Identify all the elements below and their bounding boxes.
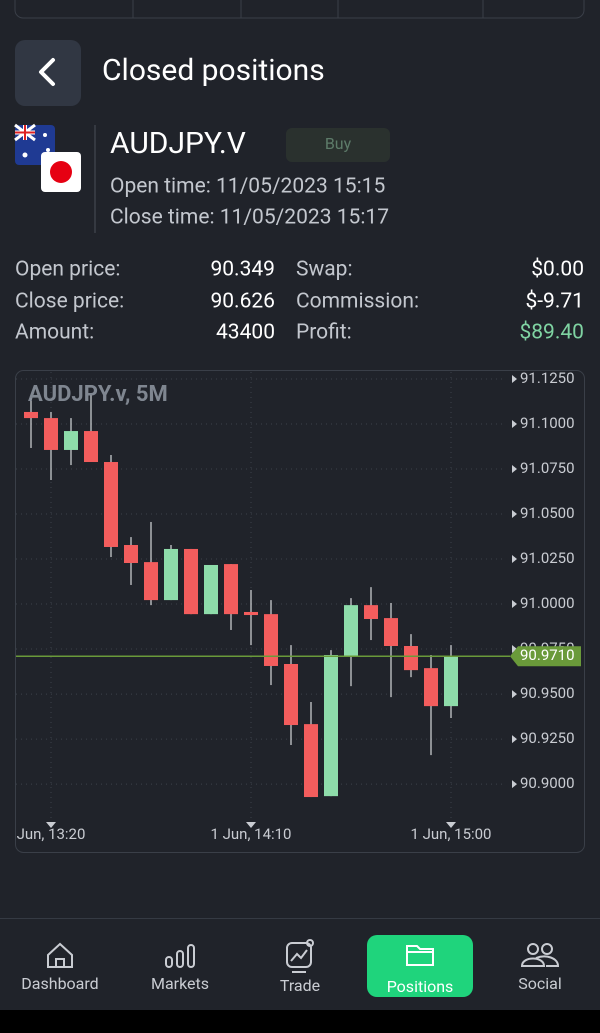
top-table bbox=[14, 0, 585, 19]
x-tick-label: 1 Jun, 14:10 bbox=[210, 825, 291, 843]
y-tick-label: 91.1000 bbox=[520, 414, 575, 432]
y-tick-mark bbox=[512, 420, 517, 429]
y-tick-label: 90.9250 bbox=[520, 729, 575, 747]
candle-body bbox=[24, 411, 38, 419]
stat-label: Close price: bbox=[15, 290, 124, 314]
y-tick-mark bbox=[512, 600, 517, 609]
chart-frame bbox=[15, 370, 585, 853]
stat-label: Commission: bbox=[296, 290, 419, 314]
stat-value: 90.349 bbox=[210, 258, 275, 282]
y-tick-label: 91.0750 bbox=[520, 459, 575, 477]
y-tick-label: 91.0250 bbox=[520, 549, 575, 567]
candle-body bbox=[104, 462, 118, 547]
candle-body bbox=[304, 724, 318, 798]
y-tick-mark bbox=[512, 780, 517, 789]
stat-label: Swap: bbox=[296, 258, 353, 282]
x-tick-label: Jun, 13:20 bbox=[17, 825, 86, 843]
y-tick-mark bbox=[512, 735, 517, 744]
stat-value: $0.00 bbox=[531, 258, 584, 282]
stat-value: 43400 bbox=[216, 321, 275, 345]
stat-label: Amount: bbox=[15, 321, 94, 345]
close-time: Close time: 11/05/2023 15:17 bbox=[110, 206, 389, 230]
icon-social bbox=[520, 943, 560, 967]
icon-trade bbox=[286, 939, 314, 973]
nav-label[interactable]: Trade bbox=[280, 976, 320, 995]
candle-body bbox=[64, 431, 78, 450]
y-tick-mark bbox=[512, 555, 517, 564]
y-tick-label: 91.0000 bbox=[520, 594, 575, 612]
page-title: Closed positions bbox=[102, 53, 325, 88]
candle-body bbox=[124, 545, 138, 564]
last-price-tag bbox=[510, 646, 581, 667]
icon-dashboard bbox=[47, 942, 73, 968]
x-tick-mark bbox=[46, 822, 56, 828]
y-tick-mark bbox=[512, 690, 517, 699]
candle-body bbox=[264, 614, 278, 666]
candle-body bbox=[284, 664, 298, 726]
stat-value: 90.626 bbox=[210, 290, 275, 314]
candle-body bbox=[224, 564, 238, 615]
icon-markets bbox=[165, 944, 195, 968]
y-tick-mark bbox=[512, 465, 517, 474]
back-icon bbox=[39, 58, 55, 86]
system-bar bbox=[0, 1010, 600, 1033]
stats: Open price: 90.349 Close price: 90.626 Amoun… bbox=[15, 258, 584, 345]
icon-positions bbox=[406, 945, 434, 966]
nav-label[interactable]: Markets bbox=[151, 974, 209, 993]
y-tick-mark bbox=[512, 375, 517, 384]
candle-body bbox=[44, 418, 58, 450]
candle-body bbox=[384, 618, 398, 646]
side-badge bbox=[286, 128, 390, 162]
candle-body bbox=[204, 564, 218, 615]
candle-body bbox=[84, 431, 98, 463]
stat-label: Open price: bbox=[15, 258, 120, 282]
candle-body bbox=[404, 645, 418, 671]
flag-jp bbox=[41, 152, 81, 192]
y-tick-label: 90.9000 bbox=[520, 774, 575, 792]
back-button[interactable] bbox=[15, 40, 81, 106]
chart: 91.1250 91.1000 91.0750 91.0500 91.0250 91.00… bbox=[16, 369, 581, 843]
open-time: Open time: 11/05/2023 15:15 bbox=[110, 175, 385, 199]
candle-body bbox=[144, 562, 158, 601]
last-price-label: 90.9710 bbox=[520, 646, 575, 664]
top-table-cells bbox=[132, 0, 484, 18]
stat-label: Profit: bbox=[296, 321, 352, 345]
symbol: AUDJPY.V bbox=[110, 126, 246, 161]
candle-body bbox=[164, 548, 178, 601]
stat-value: $-9.71 bbox=[525, 290, 584, 314]
y-tick-label: 90.9500 bbox=[520, 684, 575, 702]
candle-body bbox=[424, 668, 438, 707]
side-label: Buy bbox=[325, 134, 352, 153]
x-tick-mark bbox=[246, 822, 256, 828]
y-tick-label: 91.1250 bbox=[520, 369, 575, 387]
candle-body bbox=[344, 605, 358, 657]
nav-icons bbox=[47, 939, 560, 973]
nav-label[interactable]: Dashboard bbox=[21, 974, 98, 993]
nav-label[interactable]: Social bbox=[518, 974, 561, 993]
chart-title: AUDJPY.v, 5M bbox=[28, 382, 168, 407]
candle-body bbox=[244, 611, 258, 616]
y-tick-mark bbox=[512, 645, 517, 654]
candle-body bbox=[364, 605, 378, 619]
candle-body bbox=[324, 654, 338, 797]
x-tick-label: 1 Jun, 15:00 bbox=[410, 825, 491, 843]
y-tick-mark bbox=[512, 510, 517, 519]
stat-value: $89.40 bbox=[519, 321, 584, 345]
y-tick-label: 91.0500 bbox=[520, 504, 575, 522]
nav: Dashboard Markets Trade Positions Social bbox=[21, 974, 561, 996]
x-tick-mark bbox=[446, 822, 456, 828]
candle-body bbox=[184, 548, 198, 615]
nav-label[interactable]: Positions bbox=[387, 977, 454, 996]
candle-body bbox=[444, 656, 458, 707]
